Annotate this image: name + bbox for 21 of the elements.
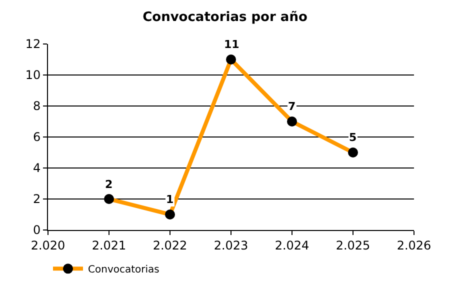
data-label: 1: [166, 193, 174, 206]
x-tick-label: 2.020: [30, 238, 66, 252]
y-tick-label: 2: [32, 192, 41, 206]
data-label: 2: [105, 178, 113, 191]
y-tick-label: 0: [32, 223, 41, 238]
x-tick-label: 2.022: [152, 238, 188, 252]
y-tick-label: 12: [25, 37, 41, 52]
chart-title: Convocatorias por año: [142, 10, 308, 26]
legend-label: Convocatorias: [88, 264, 160, 276]
x-tick-label: 2.026: [396, 238, 432, 252]
x-tick-label: 2.023: [214, 238, 248, 252]
data-label: 11: [224, 38, 240, 51]
x-tick-label: 2.024: [274, 238, 310, 252]
y-tick-label: 8: [32, 99, 41, 114]
y-tick-label: 6: [32, 130, 41, 144]
y-tick-label: 4: [32, 161, 41, 176]
y-tick-label: 10: [25, 68, 41, 82]
x-tick-label: 2.021: [92, 238, 126, 252]
x-tick-label: 2.025: [336, 238, 370, 252]
data-label: 5: [349, 131, 357, 144]
data-label: 7: [288, 100, 296, 113]
